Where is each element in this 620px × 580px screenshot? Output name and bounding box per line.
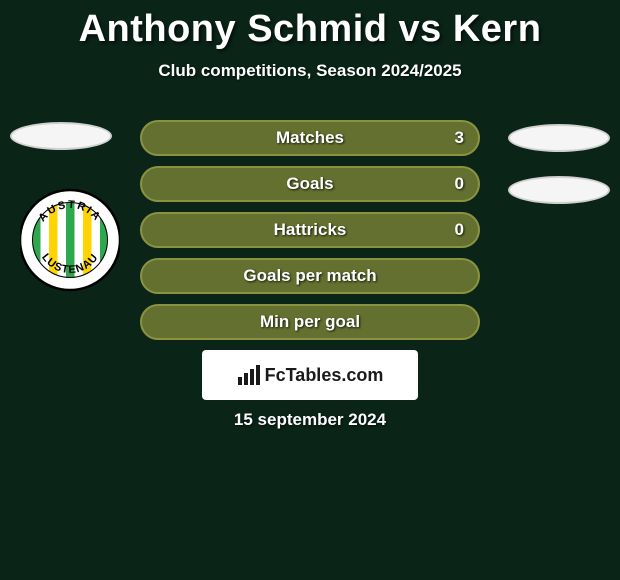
stat-bar-goals-per-match: Goals per match (140, 258, 480, 294)
club-logo: AUSTRIA LUSTENAU (20, 180, 120, 300)
watermark: FcTables.com (202, 350, 418, 400)
player-photo-placeholder-left (10, 122, 112, 150)
watermark-text: FcTables.com (265, 365, 384, 386)
page-subtitle: Club competitions, Season 2024/2025 (0, 61, 620, 81)
stat-bar-value: 0 (455, 212, 464, 248)
date-text: 15 september 2024 (0, 410, 620, 430)
player-photo-placeholder-right-1 (508, 124, 610, 152)
stat-bar-value: 0 (455, 166, 464, 202)
stat-bar-min-per-goal: Min per goal (140, 304, 480, 340)
stat-bar-value: 3 (455, 120, 464, 156)
club-logo-svg: AUSTRIA LUSTENAU (20, 180, 120, 300)
stat-bar-label: Goals per match (140, 258, 480, 294)
stat-bar-hattricks: Hattricks 0 (140, 212, 480, 248)
player-photo-placeholder-right-2 (508, 176, 610, 204)
stat-bar-goals: Goals 0 (140, 166, 480, 202)
stat-bar-label: Hattricks (140, 212, 480, 248)
page-title: Anthony Schmid vs Kern (0, 0, 620, 51)
stat-bar-label: Matches (140, 120, 480, 156)
stat-bars: Matches 3 Goals 0 Hattricks 0 Goals per … (140, 120, 480, 350)
stat-bar-label: Goals (140, 166, 480, 202)
stat-bar-label: Min per goal (140, 304, 480, 340)
stat-bar-matches: Matches 3 (140, 120, 480, 156)
watermark-bars-icon (237, 365, 261, 385)
